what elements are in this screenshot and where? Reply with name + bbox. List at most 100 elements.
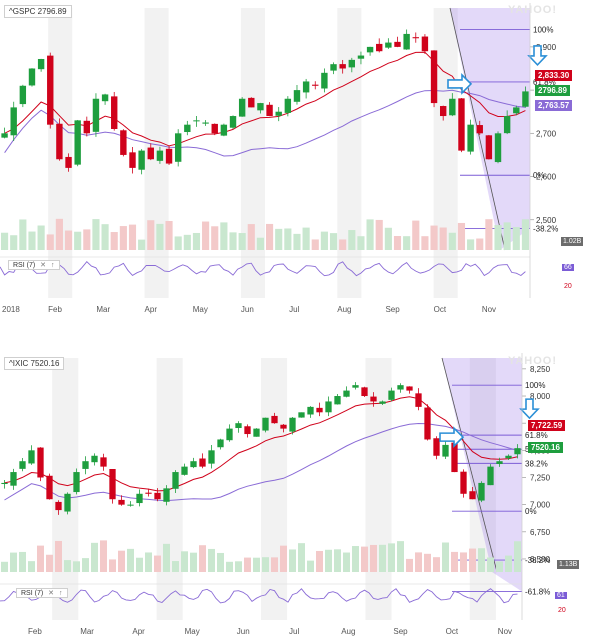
arrow-up-icon[interactable]: ↑	[51, 262, 55, 269]
nasdaq-candle-body	[442, 444, 449, 457]
nasdaq-fib-label: -38.2%	[525, 556, 550, 565]
sp500-candle-body	[522, 91, 529, 107]
sp500-candle-body	[101, 94, 109, 102]
nasdaq-volume-bar	[100, 540, 107, 572]
nasdaq-volume-bar	[91, 542, 98, 572]
sp500-volume-bar	[147, 220, 155, 250]
nasdaq-ema-line	[4, 396, 518, 492]
sp500-volume-bar	[238, 233, 246, 250]
nasdaq-volume-bar	[487, 557, 494, 572]
sp500-fib-fan	[450, 8, 530, 250]
nasdaq-candle-body	[163, 488, 170, 502]
nasdaq-candle-body	[271, 415, 278, 424]
sp500-candle-body	[476, 125, 483, 134]
sp500-candle-body	[83, 120, 91, 134]
nasdaq-volume-bar	[406, 558, 413, 572]
nasdaq-candle-body	[478, 482, 485, 501]
nasdaq-y-tick-label: 7,250	[530, 473, 551, 482]
sp500-candle-body	[138, 150, 145, 170]
sp500-candle-body	[165, 148, 173, 164]
nasdaq-candle-body	[217, 439, 224, 448]
nasdaq-candle-body	[235, 423, 242, 429]
sp500-rsi-label[interactable]: RSI (7) ✕ ↑	[8, 260, 60, 270]
sp500-candle-body	[193, 120, 200, 122]
nasdaq-x-label: Oct	[446, 627, 459, 636]
nasdaq-candle-body	[289, 417, 296, 432]
sp500-volume-bar	[384, 227, 392, 250]
nasdaq-volume-bar	[181, 551, 188, 572]
nasdaq-candle-body	[406, 386, 413, 391]
sp500-candle-body	[330, 64, 337, 71]
nasdaq-volume-bar	[451, 551, 458, 572]
nasdaq-ticker-label[interactable]: ^IXIC 7520.16	[4, 357, 65, 370]
sp500-x-label: Aug	[337, 305, 351, 314]
sp500-sma-price-tag: 2,763.57	[535, 99, 573, 111]
close-icon[interactable]: ✕	[48, 590, 55, 597]
sp500-candle-body	[284, 98, 292, 113]
nasdaq-candle-body	[109, 469, 116, 500]
sp500-x-label: Apr	[145, 305, 158, 314]
sp500-candle-body	[357, 55, 365, 59]
nasdaq-volume-bar	[1, 561, 8, 572]
nasdaq-rsi-current: 61	[555, 592, 567, 599]
sp500-chart-svg[interactable]: 2,9002,8002,7002,6002,500100%61.8%0%-38.…	[0, 0, 591, 318]
sp500-x-label: Feb	[48, 305, 62, 314]
sp500-ticker-label[interactable]: ^GSPC 2796.89	[4, 5, 72, 18]
nasdaq-volume-bar	[415, 552, 422, 572]
sp500-volume-bar	[494, 225, 502, 250]
nasdaq-candle-body	[316, 407, 323, 413]
nasdaq-volume-bar	[235, 561, 242, 572]
sp500-candle-body	[111, 96, 118, 129]
sp500-candle-body	[366, 46, 374, 53]
nasdaq-candle-body	[91, 455, 98, 463]
sp500-candle-body	[467, 124, 474, 152]
arrow-up-icon[interactable]: ↑	[59, 590, 63, 597]
sp500-candle-body	[229, 116, 237, 128]
nasdaq-volume-bar	[280, 545, 287, 572]
sp500-candle-body	[458, 98, 465, 151]
nasdaq-volume-bar	[226, 561, 233, 572]
nasdaq-fib-label: 61.8%	[525, 431, 548, 440]
sp500-candle-body	[449, 98, 456, 116]
sp500-volume-bar	[55, 218, 63, 250]
nasdaq-candle-body	[370, 396, 377, 402]
nasdaq-volume-bar	[208, 548, 215, 572]
nasdaq-candle-body	[226, 428, 233, 441]
sp500-fib-label: -38.2%	[533, 224, 558, 233]
sp500-volume-bar	[46, 234, 54, 250]
nasdaq-volume-bar	[145, 552, 152, 572]
sp500-volume-bar	[266, 223, 274, 250]
nasdaq-volume-bar	[37, 545, 44, 572]
nasdaq-rsi-label[interactable]: RSI (7) ✕ ↑	[16, 588, 68, 598]
sp500-fib-label: 61.8%	[533, 78, 556, 87]
sp500-chart-panel: 2,9002,8002,7002,6002,500100%61.8%0%-38.…	[0, 0, 591, 318]
sp500-x-label: Mar	[96, 305, 110, 314]
sp500-volume-bar	[256, 237, 264, 250]
sp500-candle-body	[47, 55, 54, 125]
nasdaq-volume-bar	[262, 557, 269, 572]
close-icon[interactable]: ✕	[40, 262, 47, 269]
nasdaq-candle-body	[325, 401, 332, 413]
sp500-candle-body	[19, 85, 27, 105]
sp500-candle-body	[421, 36, 429, 52]
nasdaq-candle-body	[136, 493, 143, 504]
nasdaq-candle-body	[10, 472, 17, 486]
sp500-candle-body	[184, 124, 191, 133]
nasdaq-candle-body	[307, 406, 314, 415]
sp500-candle-body	[503, 116, 511, 134]
nasdaq-candle-body	[469, 491, 476, 500]
nasdaq-candle-body	[424, 407, 431, 440]
nasdaq-volume-bar	[460, 552, 467, 572]
sp500-volume-bar	[1, 232, 9, 250]
nasdaq-candle-body	[244, 426, 251, 435]
nasdaq-chart-svg[interactable]: 8,2508,0007,7507,5007,2507,0006,7506,500…	[0, 350, 591, 640]
sp500-candle-body	[37, 58, 45, 70]
nasdaq-volume-bar	[163, 543, 170, 572]
sp500-candle-body	[348, 59, 356, 68]
nasdaq-candle-body	[118, 499, 125, 505]
sp500-volume-bar	[156, 223, 164, 250]
sp500-volume-tag: 1.02B	[561, 237, 584, 246]
sp500-volume-bar	[138, 239, 146, 250]
sp500-x-label: Sep	[385, 305, 400, 314]
sp500-candle-body	[339, 64, 346, 69]
